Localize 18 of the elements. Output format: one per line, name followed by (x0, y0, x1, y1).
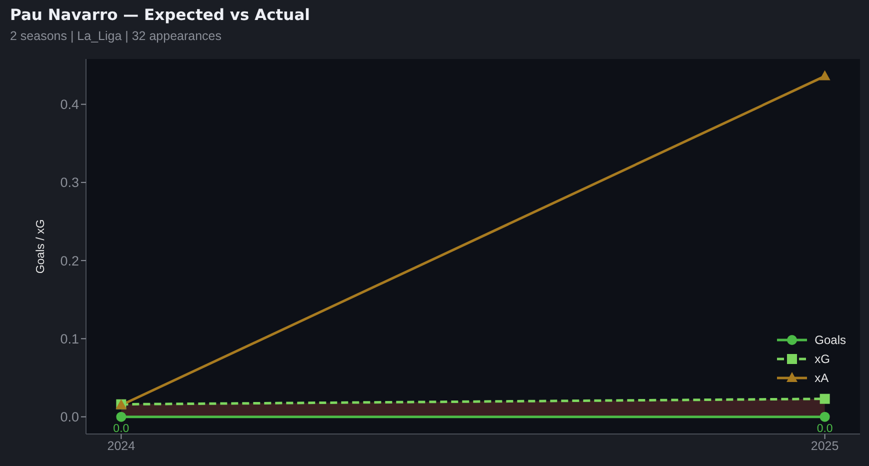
point (820, 412, 830, 422)
y-tick-label: 0.2 (60, 253, 79, 268)
y-tick-label: 0.1 (60, 331, 79, 346)
chart-subtitle: 2 seasons | La_Liga | 32 appearances (10, 29, 222, 43)
point (116, 412, 126, 422)
chart-title: Pau Navarro — Expected vs Actual (10, 6, 310, 24)
x-tick-label: 2024 (107, 438, 136, 453)
y-axis-title: Goals / xG (35, 219, 47, 274)
y-tick-label: 0.0 (60, 410, 79, 425)
x-tick-label: 2025 (810, 438, 839, 453)
legend-label: xG (814, 352, 830, 366)
data-label: 0.0 (816, 422, 833, 435)
data-label: 0.0 (113, 422, 130, 435)
y-tick-label: 0.3 (60, 175, 79, 190)
legend-label: xA (814, 371, 829, 385)
y-tick-label: 0.4 (60, 97, 80, 112)
legend-label: Goals (814, 333, 846, 347)
point (820, 394, 830, 404)
